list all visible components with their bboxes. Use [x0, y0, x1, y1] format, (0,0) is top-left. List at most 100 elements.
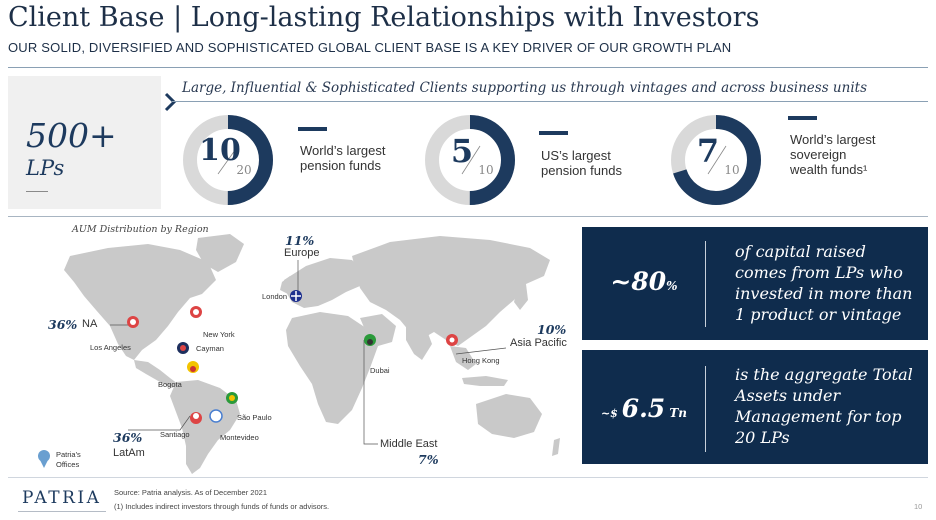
clients-tagline: Large, Influential & Sophisticated Clien… — [182, 80, 867, 96]
region-name-latam: LatAm — [113, 447, 145, 459]
central-america-shape — [134, 360, 178, 388]
pin-hong-kong — [446, 334, 458, 346]
south-america-shape — [170, 380, 240, 474]
region-pct-latam: 36% — [113, 430, 143, 445]
legend-line: Offices — [56, 460, 80, 469]
kpi-line: invested in more than — [735, 284, 913, 303]
stat-bar-pension — [298, 127, 327, 131]
donut-arc-pension — [183, 115, 273, 205]
kpi-line: 20 LPs — [735, 428, 790, 447]
japan-shape — [514, 284, 528, 310]
stat-line: pension funds — [300, 158, 381, 173]
kpi-divider — [705, 366, 706, 452]
footnote-note: (1) Includes indirect investors through … — [114, 502, 330, 511]
donut-value-pension: 10 — [199, 133, 241, 168]
region-name-na: NA — [82, 318, 98, 330]
stat-line: World’s largest — [790, 132, 876, 147]
lp-dash — [26, 191, 48, 192]
kpi-line: comes from LPs who — [735, 263, 903, 282]
mid-rule — [8, 216, 928, 217]
city-sao-paulo: São Paulo — [237, 413, 272, 422]
city-hong-kong: Hong Kong — [462, 356, 500, 365]
tagline-rule — [172, 101, 928, 102]
world-map — [38, 234, 560, 474]
page-number: 10 — [914, 502, 923, 511]
kpi-value-main: ~80 — [610, 267, 667, 296]
stat-bar-swf — [788, 116, 817, 120]
indonesia-shape — [462, 376, 508, 386]
header-rule — [8, 67, 928, 68]
legend-offices-label: Patria's Offices — [56, 450, 81, 470]
region-pct-na: 36% — [48, 317, 78, 332]
city-dubai: Dubai — [370, 366, 390, 375]
page-title: Client Base | Long-lasting Relationships… — [8, 2, 760, 33]
stat-label-us-pension: US’s largest pension funds — [541, 148, 622, 178]
city-santiago: Santiago — [160, 430, 190, 439]
asia-shape — [352, 236, 550, 346]
stat-line: pension funds — [541, 163, 622, 178]
city-new-york: New York — [203, 330, 235, 339]
kpi-line: is the aggregate Total — [735, 365, 913, 384]
pin-cayman — [177, 342, 189, 354]
pin-legend — [38, 450, 50, 468]
uk-shape — [280, 276, 294, 294]
chevron-right-icon — [164, 92, 177, 112]
kpi-text-repeat-lps: of capital raised comes from LPs who inv… — [735, 241, 912, 325]
region-name-me: Middle East — [380, 438, 438, 450]
donut-arc-swf — [671, 115, 761, 205]
india-shape — [406, 326, 432, 360]
pin-montevideo — [209, 409, 223, 423]
pin-los-angeles — [127, 316, 139, 328]
region-pct-apac: 10% — [537, 322, 567, 337]
lp-count-value: 500+ — [26, 116, 117, 155]
office-pins — [38, 290, 458, 468]
kpi-value-suffix: % — [666, 279, 678, 293]
greenland-shape — [196, 234, 244, 272]
pin-new-york — [190, 306, 202, 318]
city-los-angeles: Los Angeles — [90, 343, 131, 352]
region-name-europe: Europe — [284, 247, 320, 259]
page-subtitle: OUR SOLID, DIVERSIFIED AND SOPHISTICATED… — [8, 40, 732, 55]
pin-sao-paulo — [226, 392, 238, 404]
stat-bar-us-pension — [539, 131, 568, 135]
pin-santiago — [190, 412, 202, 424]
stat-label-pension: World’s largest pension funds — [300, 143, 386, 173]
new-zealand-shape — [552, 438, 560, 456]
donut-arc-us-pension — [425, 115, 515, 205]
lp-count-unit: LPs — [26, 156, 65, 180]
stat-line: US’s largest — [541, 148, 611, 163]
donut-chart-us-pension: 5 10 — [425, 115, 515, 205]
donut-chart-pension: 10 20 — [183, 115, 273, 205]
kpi-line: Assets under — [735, 386, 841, 405]
kpi-value-suffix: Tn — [665, 406, 688, 420]
donut-total-us-pension: 10 — [478, 163, 493, 177]
stat-line: wealth funds¹ — [790, 162, 868, 177]
footnotes: Source: Patria analysis. As of December … — [114, 486, 329, 514]
kpi-value-main: 6.5 — [621, 394, 666, 423]
stat-line: World’s largest — [300, 143, 386, 158]
europe-shape — [284, 258, 364, 308]
city-cayman: Cayman — [196, 344, 224, 353]
australia-shape — [476, 394, 542, 438]
stat-line: sovereign — [790, 147, 847, 162]
kpi-line: of capital raised — [735, 242, 866, 261]
kpi-value-repeat-lps: ~80% — [582, 267, 706, 296]
region-name-apac: Asia Pacific — [510, 337, 567, 349]
kpi-line: Management for top — [735, 407, 902, 426]
pin-dubai — [364, 334, 376, 346]
footer-rule — [8, 477, 928, 478]
region-pct-europe: 11% — [285, 233, 315, 248]
kpi-value-aum: ~$ 6.5 Tn — [582, 394, 706, 423]
patria-logo: PATRIA — [22, 488, 102, 508]
kpi-value-prefix: ~$ — [600, 407, 622, 420]
city-montevideo: Montevideo — [220, 433, 259, 442]
legend-line: Patria's — [56, 450, 81, 459]
lp-count-box: 500+ LPs — [8, 76, 161, 209]
donut-total-swf: 10 — [724, 163, 739, 177]
city-bogota: Bogota — [158, 380, 182, 389]
kpi-divider — [705, 241, 706, 327]
stat-label-swf: World’s largest sovereign wealth funds¹ — [790, 132, 876, 177]
donut-total-pension: 20 — [236, 163, 251, 177]
logo-underline — [18, 511, 106, 512]
footnote-source: Source: Patria analysis. As of December … — [114, 488, 267, 497]
